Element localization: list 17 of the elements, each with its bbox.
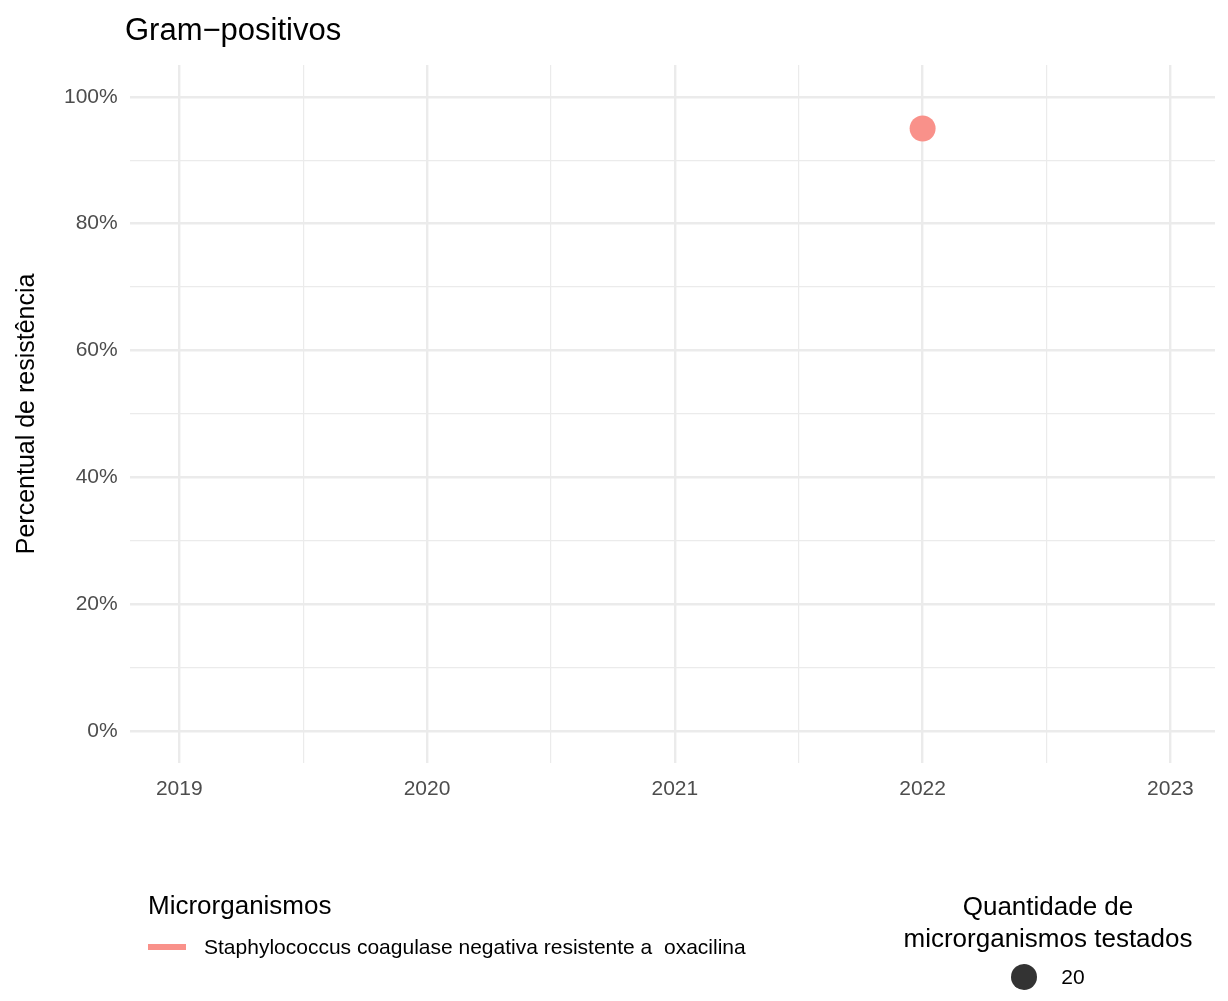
y-tick-label: 0% [87, 717, 118, 741]
y-tick-label: 60% [75, 337, 118, 361]
y-axis-title: Percentual de resistência [10, 273, 39, 555]
legend-title: Microrganismos [148, 890, 333, 921]
x-tick-label: 2023 [1147, 776, 1194, 800]
text: Quantidade de microrganismos testados [902, 890, 1194, 954]
x-tick-label: 2022 [899, 776, 946, 800]
x-tick-label: 2019 [155, 776, 203, 800]
y-tick-label: 80% [75, 210, 118, 234]
x-tick-label: 2021 [651, 776, 699, 800]
y-tick-label: 20% [75, 591, 118, 615]
y-tick-label: 40% [75, 464, 118, 488]
legend-label: Staphylococcus coagulase negativa resistente a oxacilina [204, 935, 746, 959]
x-tick-label: 2020 [403, 776, 451, 800]
y-tick-label: 100% [63, 83, 118, 107]
chart-title: Gram−positivos [125, 12, 342, 48]
legend-label: 20 [1061, 965, 1085, 989]
